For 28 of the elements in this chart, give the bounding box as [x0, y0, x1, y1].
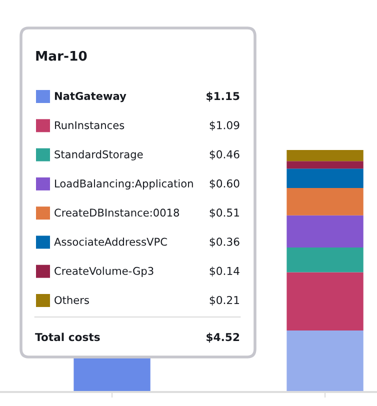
bar: [286, 215, 364, 248]
annotation: $0.14: [210, 266, 240, 276]
legend-label: CreateDBInstance:0018: [54, 208, 180, 217]
bar: [286, 150, 364, 162]
legend-label: CreateVolume-Gp3: [54, 266, 154, 277]
bar: [286, 330, 364, 392]
legend-label: Others: [54, 296, 89, 304]
legend-label: AssociateAddressVPC: [54, 238, 167, 246]
legend-label: RunInstances: [55, 121, 124, 130]
annotation: $0.51: [210, 208, 239, 218]
annotation: $0.36: [210, 237, 240, 248]
legend-title: Mar-10: [36, 50, 87, 61]
bar: [286, 272, 364, 331]
bar: [286, 248, 364, 272]
bar: [74, 358, 150, 392]
text: $1.09: [210, 120, 240, 131]
legend-label: LoadBalancing:Application: [55, 179, 193, 190]
annotation: $0.21: [210, 296, 239, 306]
legend-label: NatGateway: [54, 92, 126, 102]
legend-label: StandardStorage: [54, 150, 143, 160]
annotation: $0.60: [210, 179, 240, 190]
bar: [286, 168, 364, 188]
annotation: $4.52: [206, 332, 240, 343]
annotation: Total costs: [35, 332, 100, 342]
annotation: $0.46: [210, 150, 240, 160]
text: $1.15: [206, 92, 240, 102]
bar: [286, 161, 364, 169]
bar: [286, 188, 364, 216]
